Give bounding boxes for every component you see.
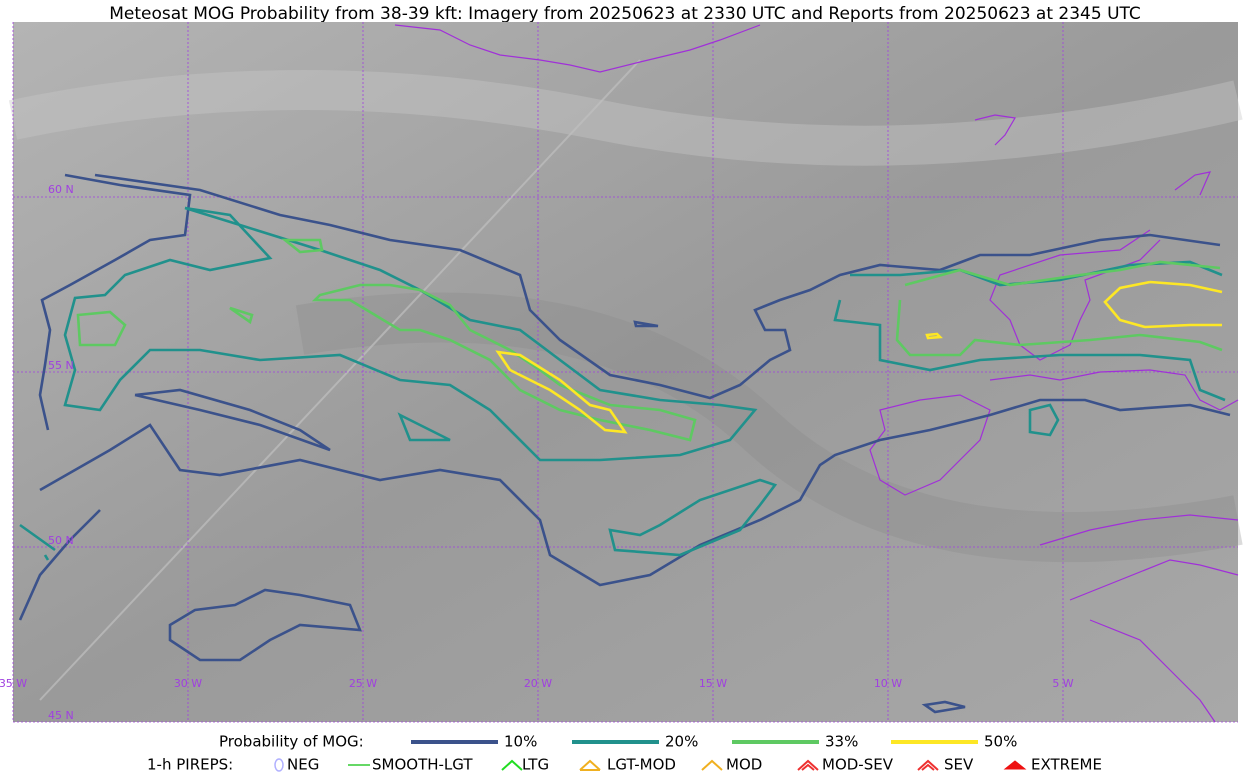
lat-label: 45 N bbox=[48, 709, 74, 722]
lon-label: 5 W bbox=[1052, 677, 1073, 690]
probability-contours bbox=[18, 173, 1231, 714]
coastlines bbox=[394, 24, 1239, 723]
lon-label: 15 W bbox=[699, 677, 727, 690]
legend-icon bbox=[579, 759, 601, 771]
lon-label: 25 W bbox=[349, 677, 377, 690]
legend-icon bbox=[274, 758, 284, 772]
legend: 10% 20% 33% 50% NEG SMOOTH-LGT LTG LGT-MOD MOD MO… bbox=[274, 733, 1102, 774]
legend-label: MOD-SEV bbox=[822, 756, 894, 774]
legend-label: LGT-MOD bbox=[607, 756, 676, 774]
legend-label: SMOOTH-LGT bbox=[372, 756, 473, 774]
lon-label: 10 W bbox=[874, 677, 902, 690]
lat-label: 60 N bbox=[48, 183, 74, 196]
lat-label: 50 N bbox=[48, 534, 74, 547]
legend-title: 1-h PIREPS: bbox=[147, 756, 233, 774]
legend-icon bbox=[1003, 760, 1027, 770]
title: Meteosat MOG Probability from 38-39 kft:… bbox=[109, 4, 1141, 24]
grid-labels: 60 N 55 N 50 N 45 N 35 W 30 W 25 W 20 W … bbox=[0, 183, 1074, 722]
legend-title: Probability of MOG: bbox=[219, 733, 364, 751]
legend-icon bbox=[797, 759, 819, 771]
lon-label: 20 W bbox=[524, 677, 552, 690]
legend-icon bbox=[501, 759, 523, 771]
legend-label: SEV bbox=[944, 756, 974, 774]
legend-label: 33% bbox=[825, 733, 858, 751]
lon-label: 30 W bbox=[174, 677, 202, 690]
legend-label: EXTREME bbox=[1031, 756, 1102, 774]
lon-label: 35 W bbox=[0, 677, 27, 690]
legend-label: 10% bbox=[504, 733, 537, 751]
legend-label: LTG bbox=[522, 756, 549, 774]
legend-label: MOD bbox=[726, 756, 762, 774]
legend-icon bbox=[917, 759, 939, 771]
lat-label: 55 N bbox=[48, 359, 74, 372]
map: 60 N 55 N 50 N 45 N 35 W 30 W 25 W 20 W … bbox=[0, 22, 1243, 723]
legend-label: 20% bbox=[665, 733, 698, 751]
legend-label: NEG bbox=[287, 756, 319, 774]
graticule bbox=[12, 22, 1238, 723]
legend-icon bbox=[701, 759, 723, 771]
legend-label: 50% bbox=[984, 733, 1017, 751]
